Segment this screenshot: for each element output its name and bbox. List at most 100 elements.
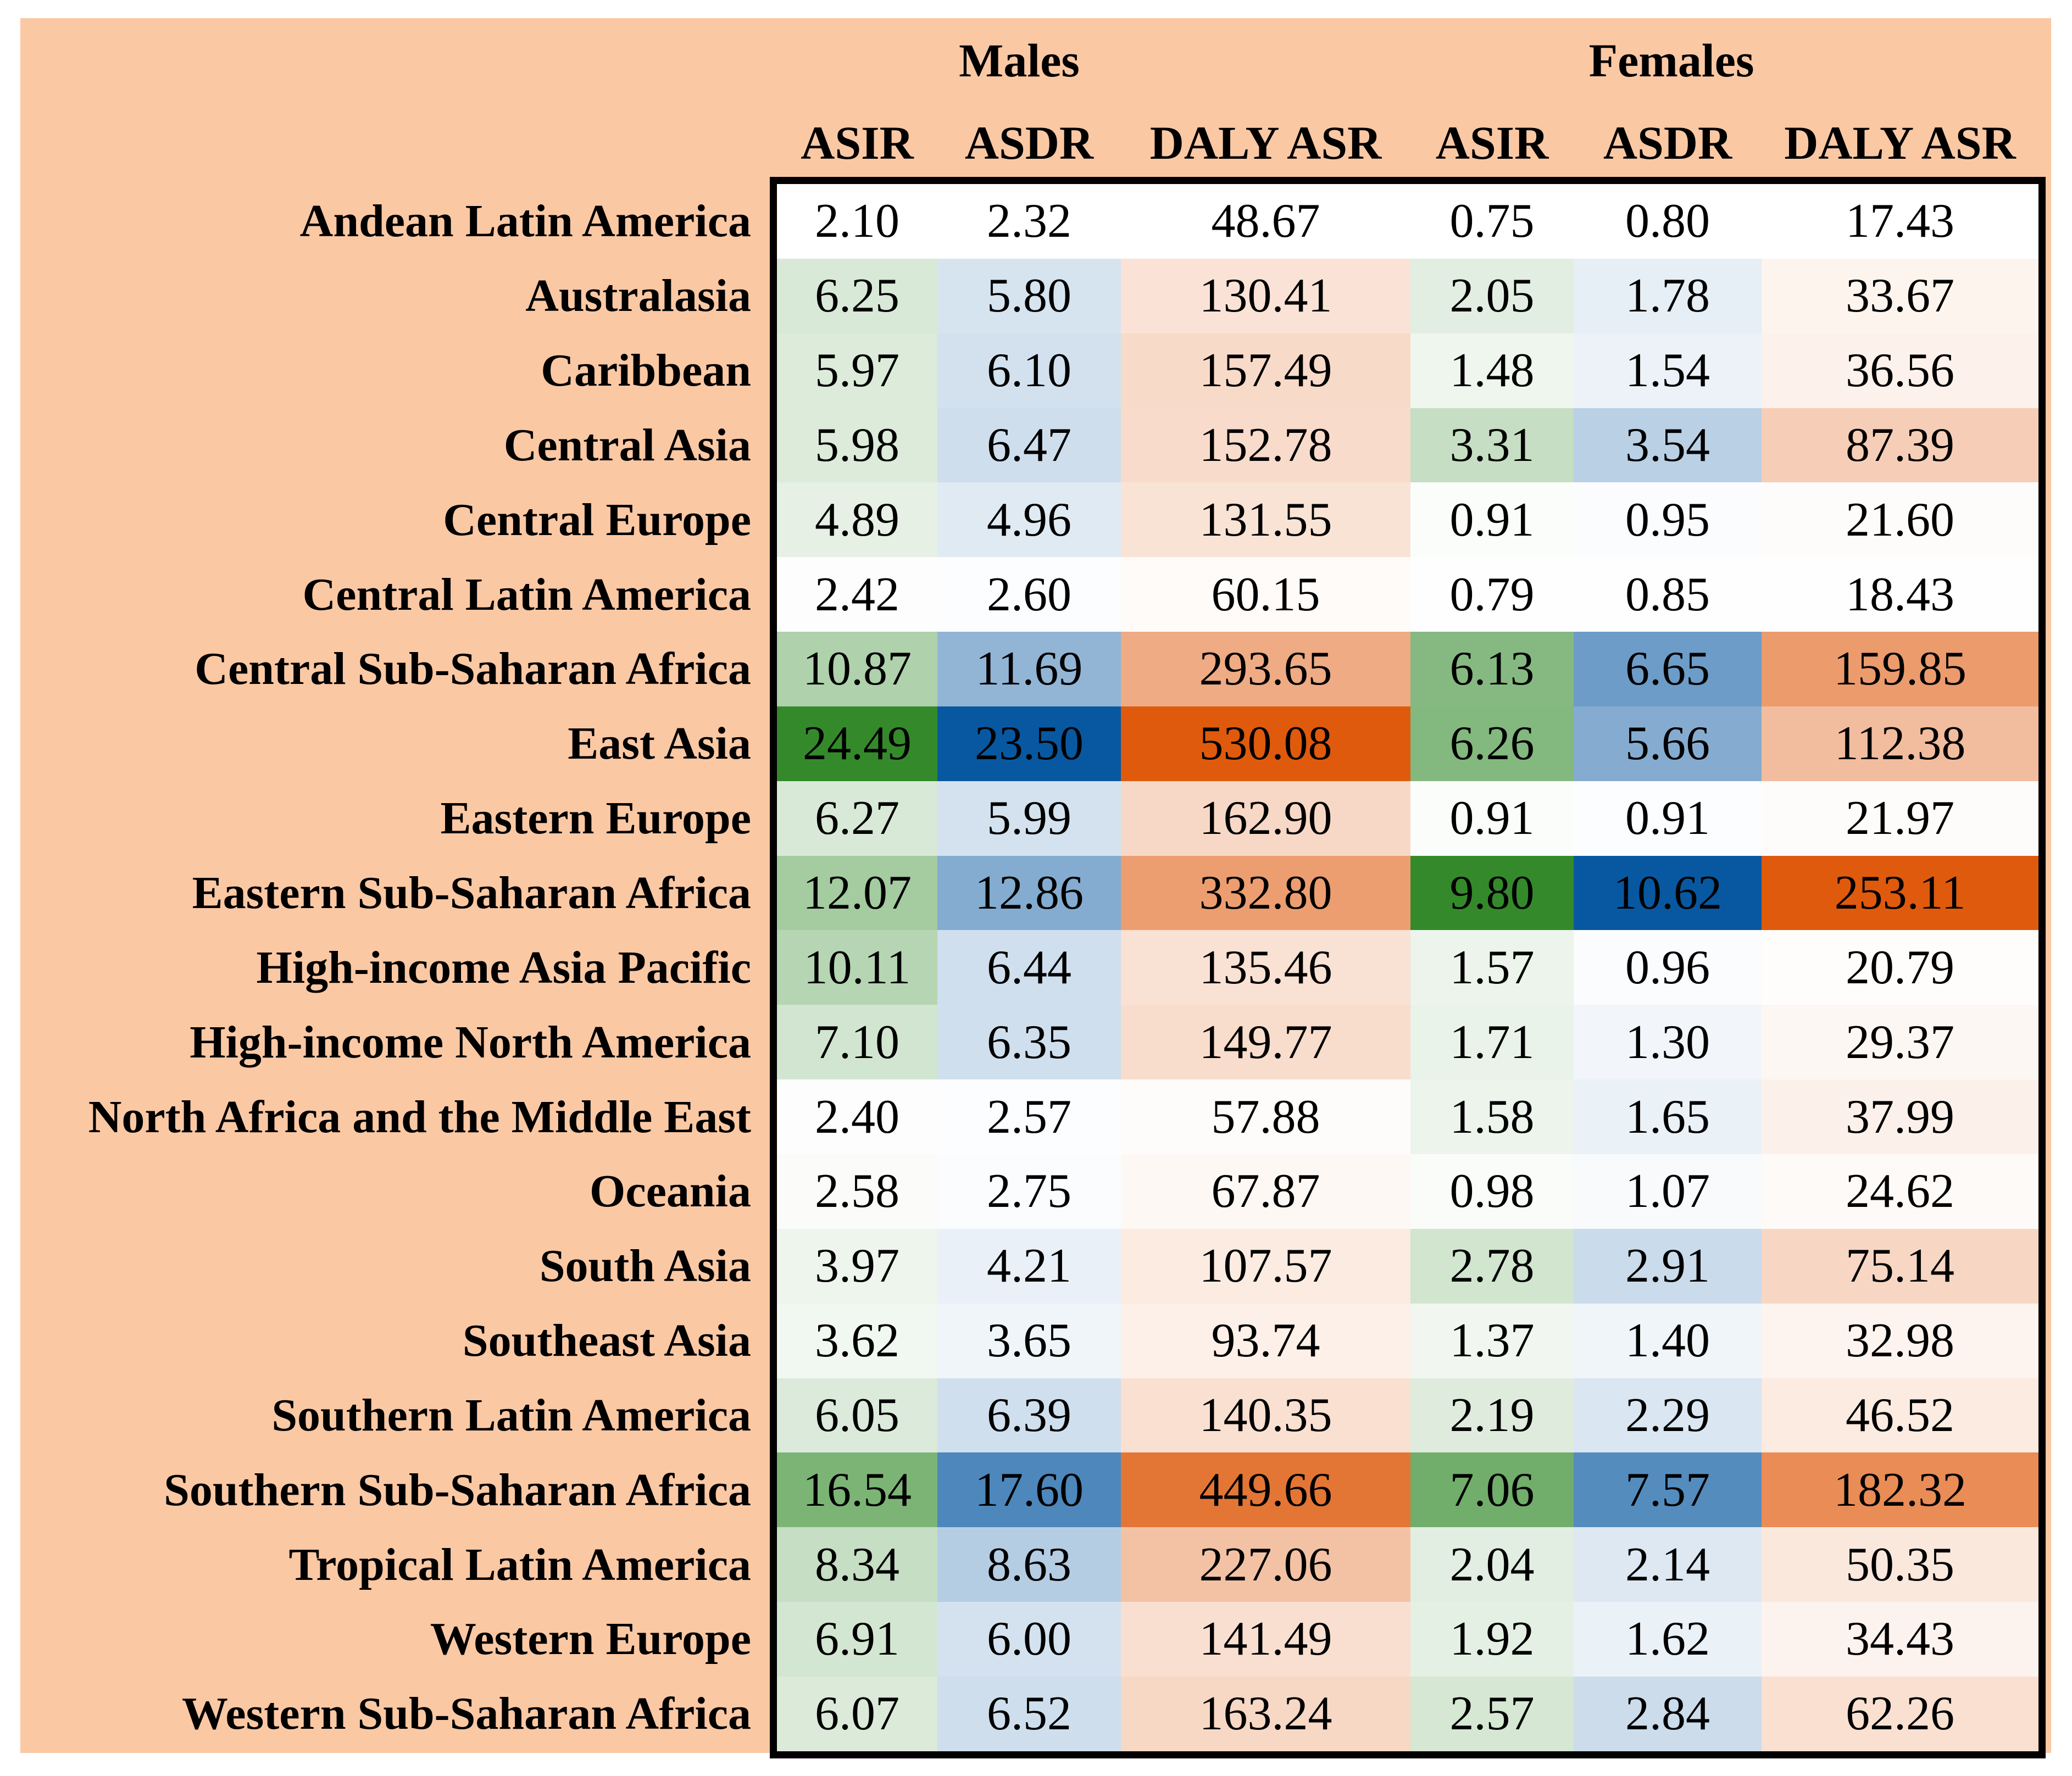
row-label: Southern Sub-Saharan Africa	[164, 1464, 751, 1516]
heatmap-cell: 10.62	[1574, 855, 1762, 931]
heatmap-cell: 21.60	[1762, 482, 2038, 558]
heatmap-cell: 162.90	[1121, 781, 1410, 856]
heatmap-cell: 140.35	[1121, 1378, 1410, 1453]
heatmap-cell: 0.79	[1410, 557, 1574, 632]
heatmap-cell: 530.08	[1121, 706, 1410, 781]
heatmap-cell: 11.69	[937, 632, 1121, 706]
heatmap-cell: 6.65	[1574, 632, 1762, 706]
heatmap-cell: 36.56	[1762, 333, 2038, 408]
heatmap-cell: 0.91	[1574, 781, 1762, 856]
heatmap-cell: 1.30	[1574, 1005, 1762, 1080]
heatmap-cell: 1.71	[1410, 1005, 1574, 1080]
heatmap-cell: 6.52	[937, 1676, 1121, 1751]
row-label: Central Latin America	[302, 569, 752, 620]
row-label: South Asia	[539, 1240, 751, 1292]
heatmap-cell: 24.49	[777, 706, 937, 781]
heatmap-cell: 4.96	[937, 482, 1121, 558]
row-label: Caribbean	[541, 345, 751, 397]
heatmap-cell: 6.05	[777, 1378, 937, 1453]
heatmap-cell: 1.62	[1574, 1602, 1762, 1677]
row-label: Western Europe	[430, 1613, 751, 1665]
heatmap-cell: 3.54	[1574, 408, 1762, 483]
heatmap-cell: 67.87	[1121, 1154, 1410, 1229]
heatmap-cell: 2.60	[937, 557, 1121, 632]
region-label-column: Andean Latin America Australasia Caribbean…	[20, 184, 770, 1751]
heatmap-cell: 112.38	[1762, 706, 2038, 781]
row-label: Western Sub-Saharan Africa	[181, 1688, 751, 1740]
heatmap-cell: 10.11	[777, 930, 937, 1005]
heatmap-cell: 1.37	[1410, 1303, 1574, 1378]
heatmap-cell: 8.34	[777, 1527, 937, 1602]
heatmap-cell: 17.43	[1762, 184, 2038, 259]
column-header-females-asir: ASIR	[1435, 116, 1549, 169]
heatmap-cell: 6.00	[937, 1602, 1121, 1677]
heatmap-cell: 7.57	[1574, 1452, 1762, 1528]
heatmap-cell: 4.89	[777, 482, 937, 558]
row-label: Central Sub-Saharan Africa	[195, 643, 751, 695]
heatmap-cell: 1.92	[1410, 1602, 1574, 1677]
heatmap-cell: 62.26	[1762, 1676, 2038, 1751]
heatmap-cell: 182.32	[1762, 1452, 2038, 1528]
column-header-males-asdr: ASDR	[964, 116, 1094, 169]
heatmap-cell: 5.97	[777, 333, 937, 408]
heatmap-cell: 7.10	[777, 1005, 937, 1080]
heatmap-cell: 0.80	[1574, 184, 1762, 259]
heatmap-cell: 12.07	[777, 855, 937, 931]
heatmap-cell: 1.48	[1410, 333, 1574, 408]
heatmap-cell: 2.04	[1410, 1527, 1574, 1602]
heatmap-cell: 6.47	[937, 408, 1121, 483]
heatmap-cell: 157.49	[1121, 333, 1410, 408]
column-header-males-daly-asr: DALY ASR	[1149, 116, 1382, 169]
heatmap-cell: 130.41	[1121, 258, 1410, 333]
heatmap-grid: 2.10 2.32 48.67 0.75 0.80 17.43 6.25 5.80 130.41…	[777, 184, 2038, 1751]
heatmap-cell: 5.66	[1574, 706, 1762, 781]
heatmap-cell: 0.98	[1410, 1154, 1574, 1229]
heatmap-cell: 20.79	[1762, 930, 2038, 1005]
heatmap-cell: 6.91	[777, 1602, 937, 1677]
heatmap-cell: 2.10	[777, 184, 937, 259]
heatmap-cell: 17.60	[937, 1452, 1121, 1528]
heatmap-cell: 2.78	[1410, 1228, 1574, 1304]
column-header-row: ASIR ASDR DALY ASR ASIR ASDR DALY ASR	[777, 113, 2038, 173]
heatmap-cell: 32.98	[1762, 1303, 2038, 1378]
row-label: Australasia	[525, 270, 751, 322]
heatmap-cell: 149.77	[1121, 1005, 1410, 1080]
heatmap-cell: 8.63	[937, 1527, 1121, 1602]
heatmap-cell: 2.40	[777, 1079, 937, 1154]
heatmap-cell: 6.25	[777, 258, 937, 333]
heatmap-cell: 107.57	[1121, 1228, 1410, 1304]
heatmap-cell: 3.62	[777, 1303, 937, 1378]
heatmap-cell: 5.98	[777, 408, 937, 483]
heatmap-cell: 2.05	[1410, 258, 1574, 333]
row-label: East Asia	[568, 718, 751, 770]
row-label: High-income Asia Pacific	[256, 942, 751, 993]
heatmap-cell: 0.85	[1574, 557, 1762, 632]
heatmap-cell: 2.84	[1574, 1676, 1762, 1751]
heatmap-cell: 332.80	[1121, 855, 1410, 931]
heatmap-cell: 253.11	[1762, 855, 2038, 931]
heatmap-cell: 227.06	[1121, 1527, 1410, 1602]
heatmap-cell: 37.99	[1762, 1079, 2038, 1154]
heatmap-cell: 29.37	[1762, 1005, 2038, 1080]
heatmap-cell: 0.96	[1574, 930, 1762, 1005]
heatmap-cell: 5.80	[937, 258, 1121, 333]
column-header-females-daly-asr: DALY ASR	[1784, 116, 2016, 169]
heatmap-cell: 60.15	[1121, 557, 1410, 632]
heatmap-cell: 7.06	[1410, 1452, 1574, 1528]
heatmap-cell: 141.49	[1121, 1602, 1410, 1677]
heatmap-cell: 57.88	[1121, 1079, 1410, 1154]
row-label: Eastern Sub-Saharan Africa	[192, 867, 751, 919]
heatmap-cell: 1.58	[1410, 1079, 1574, 1154]
heatmap-cell: 5.99	[937, 781, 1121, 856]
heatmap-cell: 2.57	[937, 1079, 1121, 1154]
heatmap-cell: 3.65	[937, 1303, 1121, 1378]
heatmap-cell: 75.14	[1762, 1228, 2038, 1304]
heatmap-cell: 34.43	[1762, 1602, 2038, 1677]
heatmap-cell: 6.35	[937, 1005, 1121, 1080]
heatmap-cell: 6.39	[937, 1378, 1121, 1453]
heatmap-cell: 6.07	[777, 1676, 937, 1751]
heatmap-cell: 1.40	[1574, 1303, 1762, 1378]
row-label: Tropical Latin America	[288, 1539, 751, 1590]
heatmap-cell: 2.91	[1574, 1228, 1762, 1304]
heatmap-cell: 3.97	[777, 1228, 937, 1304]
